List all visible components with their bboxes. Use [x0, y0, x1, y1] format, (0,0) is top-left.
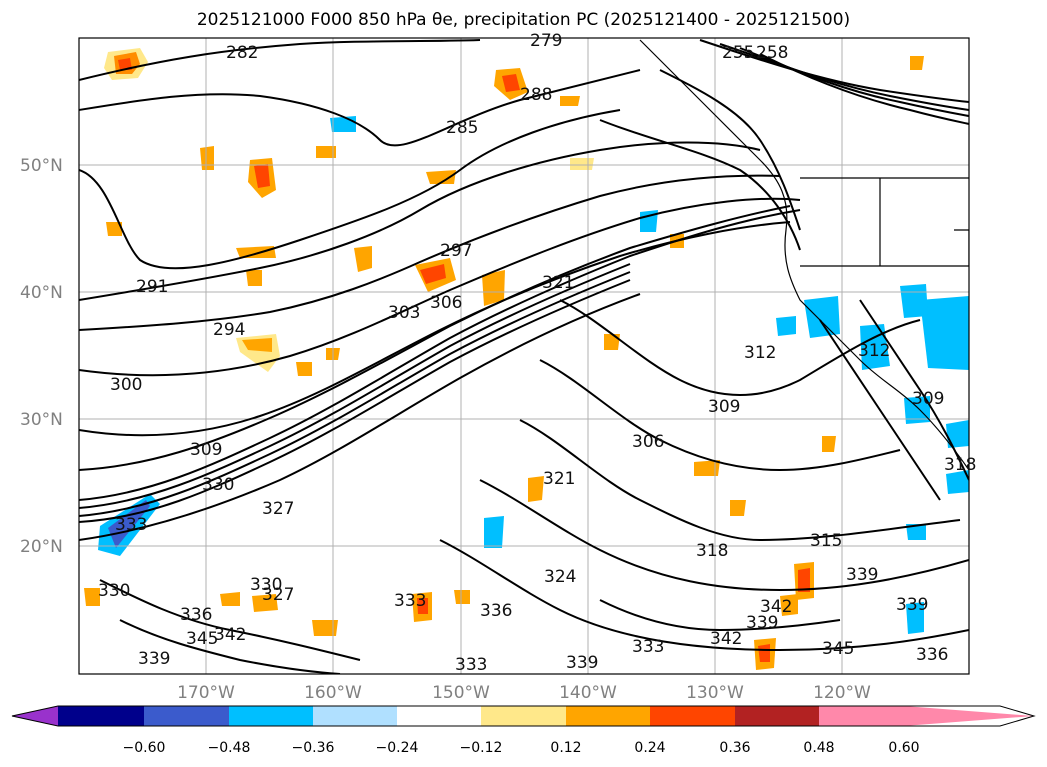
contour-labels: 282 279 285 288 255 258 291 294 297 300 …	[98, 31, 976, 675]
contour-label: 309	[190, 440, 222, 460]
colorbar-segment	[481, 706, 566, 726]
contour-label: 294	[213, 320, 245, 340]
contour-label: 312	[858, 341, 890, 361]
lat-label-30n: 30°N	[20, 410, 63, 430]
chart-title: 2025121000 F000 850 hPa θe, precipitatio…	[196, 10, 851, 30]
latitude-labels: 50°N 40°N 30°N 20°N	[20, 156, 63, 557]
contour-label: 318	[696, 541, 728, 561]
colorbar-segment	[58, 706, 144, 726]
contour-label: 306	[632, 432, 664, 452]
lat-label-40n: 40°N	[20, 283, 63, 303]
contour-label: 339	[746, 613, 778, 633]
contour-label: 336	[480, 601, 512, 621]
contour-label: 345	[822, 639, 854, 659]
contour-label: 318	[944, 455, 976, 475]
contour-label: 330	[98, 581, 130, 601]
contour-label: 291	[136, 277, 168, 297]
contour-label: 297	[440, 241, 472, 261]
contour-label: 327	[262, 499, 294, 519]
contour-label: 321	[542, 273, 574, 293]
precip-shading	[84, 48, 969, 670]
contour-label: 333	[632, 637, 664, 657]
lon-label-120w: 120°W	[813, 683, 871, 703]
lon-label-150w: 150°W	[432, 683, 490, 703]
contour-label: 258	[756, 43, 788, 63]
contour-label: 279	[530, 31, 562, 51]
colorbar-tick: 0.48	[803, 740, 834, 756]
colorbar-tick: 0.12	[550, 740, 581, 756]
contour-label: 339	[846, 565, 878, 585]
colorbar-tick: 0.60	[888, 740, 919, 756]
contour-label: 339	[138, 649, 170, 669]
colorbar-tick: −0.24	[376, 740, 419, 756]
map-background	[79, 38, 969, 674]
contour-label: 309	[912, 389, 944, 409]
contour-label: 321	[543, 469, 575, 489]
colorbar: −0.60 −0.48 −0.36 −0.24 −0.12 0.12 0.24 …	[11, 705, 1036, 756]
contour-label: 336	[180, 605, 212, 625]
colorbar-tick: −0.12	[460, 740, 503, 756]
contour-label: 285	[446, 118, 478, 138]
contour-label: 339	[566, 653, 598, 673]
contour-label: 330	[250, 575, 282, 595]
contour-label: 336	[916, 645, 948, 665]
longitude-labels: 170°W 160°W 150°W 140°W 130°W 120°W	[177, 683, 871, 703]
colorbar-segment	[229, 706, 313, 726]
contour-label: 342	[214, 625, 246, 645]
theta-e-contours	[79, 39, 969, 674]
colorbar-tick: 0.36	[719, 740, 750, 756]
contour-label: 324	[544, 567, 576, 587]
lon-label-160w: 160°W	[304, 683, 362, 703]
colorbar-extend-low	[12, 706, 58, 726]
colorbar-segment	[313, 706, 397, 726]
colorbar-segment	[819, 706, 904, 726]
colorbar-tick: −0.48	[208, 740, 251, 756]
contour-label: 339	[896, 595, 928, 615]
colorbar-tick: −0.36	[292, 740, 335, 756]
contour-label: 327	[262, 585, 294, 605]
colorbar-segment	[650, 706, 735, 726]
colorbar-extend-high	[904, 706, 1034, 726]
contour-label: 333	[394, 591, 426, 611]
contour-label: 303	[388, 303, 420, 323]
lon-label-170w: 170°W	[177, 683, 235, 703]
contour-label: 282	[226, 43, 258, 63]
contour-label: 306	[430, 293, 462, 313]
map-frame	[78, 37, 970, 675]
colorbar-segment	[397, 706, 481, 726]
coastline	[639, 39, 969, 471]
colorbar-tick: −0.60	[123, 740, 166, 756]
contour-label: 345	[186, 629, 218, 649]
colorbar-segment	[566, 706, 650, 726]
lat-label-50n: 50°N	[20, 156, 63, 176]
contour-label: 309	[708, 397, 740, 417]
lon-label-130w: 130°W	[686, 683, 744, 703]
lat-label-20n: 20°N	[20, 537, 63, 557]
lon-label-140w: 140°W	[559, 683, 617, 703]
contour-label: 330	[202, 475, 234, 495]
contour-label: 342	[710, 629, 742, 649]
contour-label: 333	[115, 515, 147, 535]
contour-label: 315	[810, 531, 842, 551]
colorbar-segment	[735, 706, 819, 726]
colorbar-segment	[144, 706, 229, 726]
colorbar-tick: 0.24	[634, 740, 665, 756]
contour-label: 312	[744, 343, 776, 363]
contour-label: 300	[110, 375, 142, 395]
contour-label: 288	[520, 85, 552, 105]
contour-label: 333	[455, 655, 487, 675]
contour-label: 342	[760, 597, 792, 617]
contour-label: 255	[722, 43, 754, 63]
